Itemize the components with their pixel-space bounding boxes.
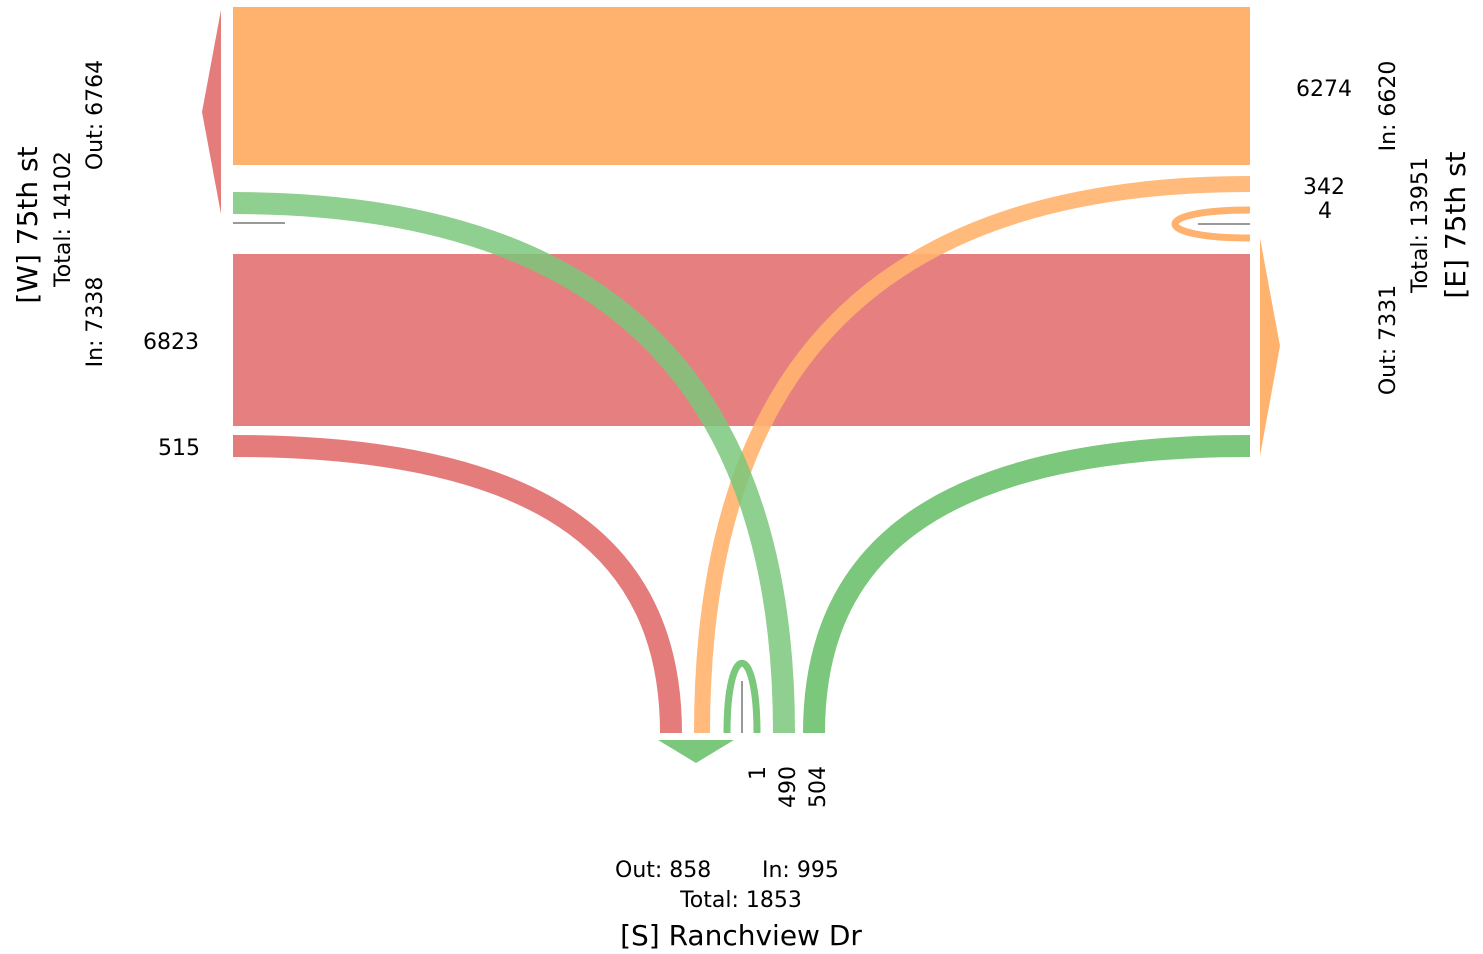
east-total: Total: 13951 <box>1408 157 1433 294</box>
south-out-arrow <box>658 740 734 763</box>
label-342: 342 <box>1303 175 1345 200</box>
flow-south-uturn <box>723 660 761 734</box>
west-approach-name: [W] 75th st <box>11 146 44 303</box>
label-6274: 6274 <box>1296 77 1352 102</box>
flow-south-to-east <box>803 435 1251 734</box>
flow-west-to-south <box>232 435 682 734</box>
west-in: In: 7338 <box>83 277 108 368</box>
flow-east-uturn <box>1171 206 1251 242</box>
flow-east-to-west <box>233 7 1250 165</box>
south-out: Out: 858 <box>615 858 711 883</box>
south-approach-name: [S] Ranchview Dr <box>620 919 862 952</box>
east-out-arrow <box>1260 238 1280 456</box>
west-out: Out: 6764 <box>83 60 108 170</box>
label-4: 4 <box>1318 199 1332 224</box>
west-total: Total: 14102 <box>51 151 76 288</box>
south-in: In: 995 <box>762 858 839 883</box>
flow-east-to-south <box>694 176 1251 734</box>
flow-south-to-west <box>232 192 795 734</box>
south-total: Total: 1853 <box>679 888 802 913</box>
label-504: 504 <box>806 766 831 808</box>
label-1: 1 <box>746 766 771 780</box>
label-6823: 6823 <box>143 330 199 355</box>
east-approach-name: [E] 75th st <box>1439 151 1472 298</box>
label-490: 490 <box>776 766 801 808</box>
west-out-arrow <box>202 10 221 214</box>
label-515: 515 <box>158 436 200 461</box>
east-in: In: 6620 <box>1376 61 1401 152</box>
flow-west-to-east <box>233 254 1250 426</box>
east-out: Out: 7331 <box>1376 285 1401 395</box>
